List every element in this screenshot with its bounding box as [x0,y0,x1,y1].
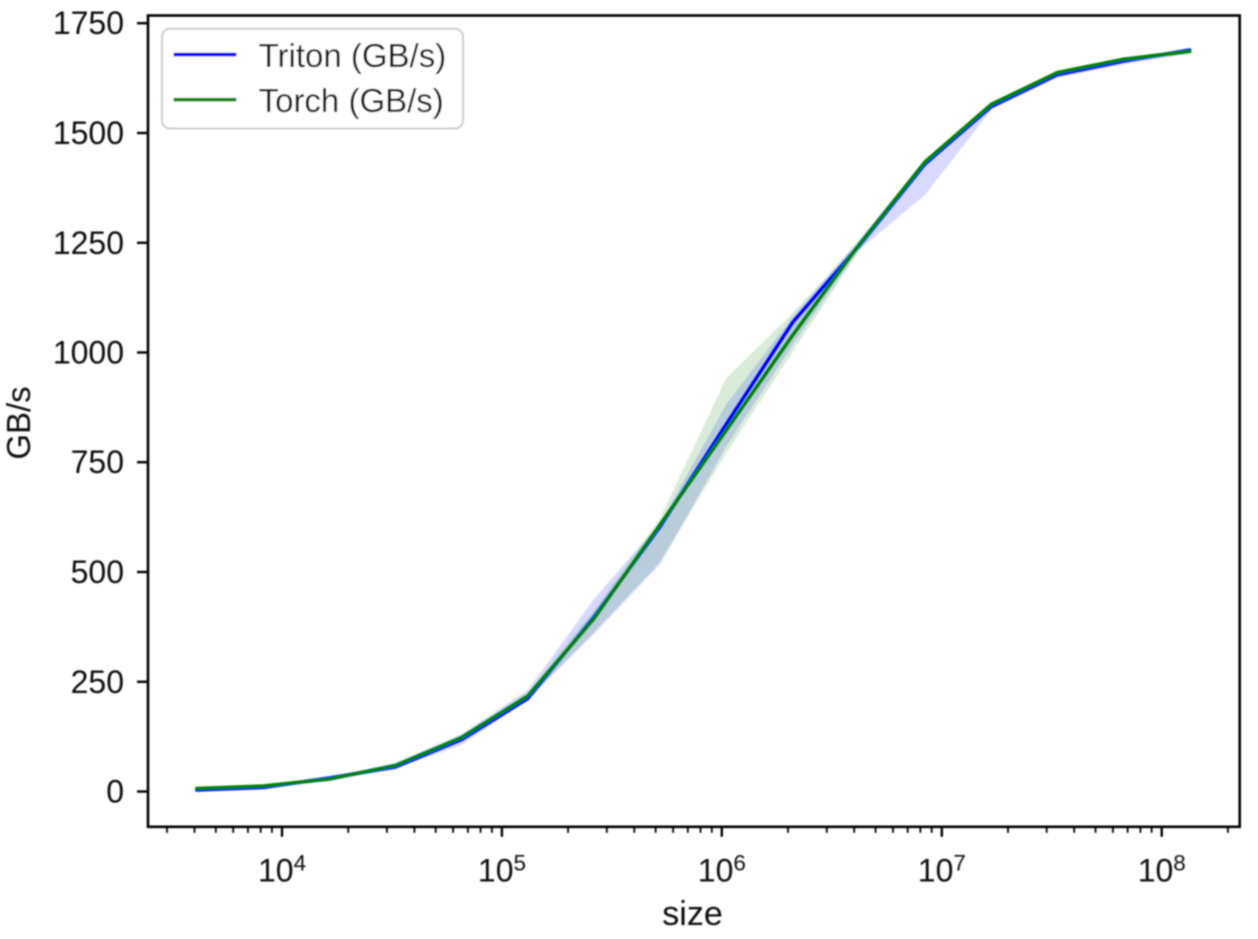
svg-text:1250: 1250 [53,225,124,261]
svg-text:1500: 1500 [53,115,124,151]
svg-text:Triton (GB/s): Triton (GB/s) [259,37,447,74]
svg-text:250: 250 [71,664,124,700]
svg-text:GB/s: GB/s [0,386,37,459]
svg-text:1000: 1000 [53,335,124,371]
svg-text:size: size [662,895,722,933]
svg-text:500: 500 [71,554,124,590]
svg-text:0: 0 [106,774,124,810]
svg-text:750: 750 [71,444,124,480]
svg-text:Torch (GB/s): Torch (GB/s) [259,82,444,119]
svg-text:108: 108 [1138,851,1186,889]
svg-text:1750: 1750 [53,5,124,41]
